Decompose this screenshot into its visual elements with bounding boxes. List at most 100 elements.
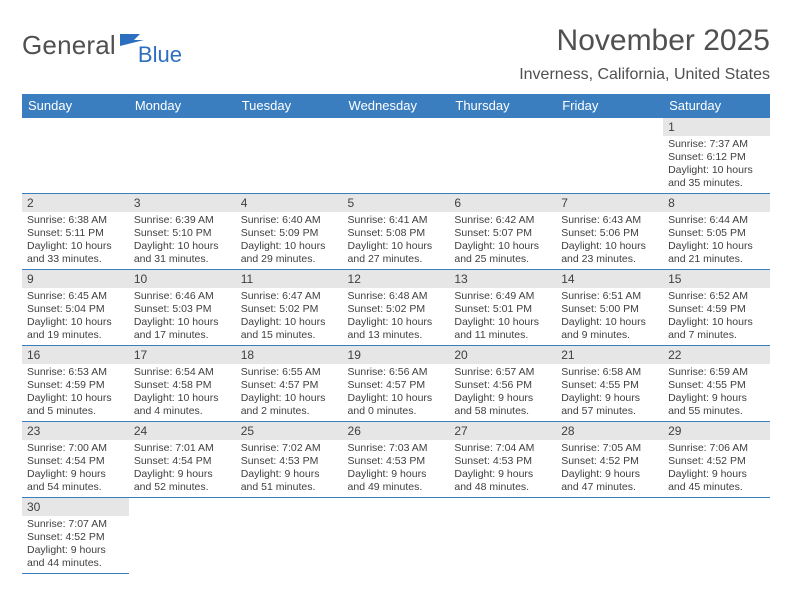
day-number: 30 (22, 498, 129, 516)
day-number: 6 (449, 194, 556, 212)
calendar-cell: 8Sunrise: 6:44 AMSunset: 5:05 PMDaylight… (663, 194, 770, 270)
day-number: 5 (343, 194, 450, 212)
logo: General Blue (22, 30, 184, 61)
calendar-cell (343, 118, 450, 194)
day-number: 17 (129, 346, 236, 364)
day-details: Sunrise: 7:04 AMSunset: 4:53 PMDaylight:… (449, 440, 556, 495)
day-details: Sunrise: 6:51 AMSunset: 5:00 PMDaylight:… (556, 288, 663, 343)
day-number: 26 (343, 422, 450, 440)
calendar-body: 1Sunrise: 7:37 AMSunset: 6:12 PMDaylight… (22, 118, 770, 574)
weekday-header: Monday (129, 94, 236, 118)
calendar-week-row: 16Sunrise: 6:53 AMSunset: 4:59 PMDayligh… (22, 346, 770, 422)
weekday-header: Tuesday (236, 94, 343, 118)
day-number: 12 (343, 270, 450, 288)
calendar-cell: 20Sunrise: 6:57 AMSunset: 4:56 PMDayligh… (449, 346, 556, 422)
logo-text-blue: Blue (138, 42, 182, 68)
calendar-cell (449, 118, 556, 194)
day-details: Sunrise: 7:02 AMSunset: 4:53 PMDaylight:… (236, 440, 343, 495)
calendar-cell: 29Sunrise: 7:06 AMSunset: 4:52 PMDayligh… (663, 422, 770, 498)
day-details: Sunrise: 7:01 AMSunset: 4:54 PMDaylight:… (129, 440, 236, 495)
day-details: Sunrise: 6:47 AMSunset: 5:02 PMDaylight:… (236, 288, 343, 343)
day-number: 14 (556, 270, 663, 288)
calendar-cell: 3Sunrise: 6:39 AMSunset: 5:10 PMDaylight… (129, 194, 236, 270)
calendar-cell (129, 498, 236, 574)
day-details: Sunrise: 6:53 AMSunset: 4:59 PMDaylight:… (22, 364, 129, 419)
calendar-cell (236, 118, 343, 194)
weekday-header: Sunday (22, 94, 129, 118)
day-details: Sunrise: 6:45 AMSunset: 5:04 PMDaylight:… (22, 288, 129, 343)
calendar-cell: 4Sunrise: 6:40 AMSunset: 5:09 PMDaylight… (236, 194, 343, 270)
day-details: Sunrise: 6:38 AMSunset: 5:11 PMDaylight:… (22, 212, 129, 267)
day-details: Sunrise: 7:37 AMSunset: 6:12 PMDaylight:… (663, 136, 770, 191)
day-details: Sunrise: 6:58 AMSunset: 4:55 PMDaylight:… (556, 364, 663, 419)
calendar-cell (22, 118, 129, 194)
day-details: Sunrise: 6:44 AMSunset: 5:05 PMDaylight:… (663, 212, 770, 267)
calendar-cell: 23Sunrise: 7:00 AMSunset: 4:54 PMDayligh… (22, 422, 129, 498)
calendar-week-row: 9Sunrise: 6:45 AMSunset: 5:04 PMDaylight… (22, 270, 770, 346)
calendar-cell (556, 498, 663, 574)
title-block: November 2025 Inverness, California, Uni… (519, 24, 770, 84)
day-number: 2 (22, 194, 129, 212)
day-details: Sunrise: 6:57 AMSunset: 4:56 PMDaylight:… (449, 364, 556, 419)
calendar-cell: 6Sunrise: 6:42 AMSunset: 5:07 PMDaylight… (449, 194, 556, 270)
day-details: Sunrise: 6:59 AMSunset: 4:55 PMDaylight:… (663, 364, 770, 419)
day-number: 25 (236, 422, 343, 440)
day-number: 22 (663, 346, 770, 364)
calendar-cell: 5Sunrise: 6:41 AMSunset: 5:08 PMDaylight… (343, 194, 450, 270)
day-details: Sunrise: 6:49 AMSunset: 5:01 PMDaylight:… (449, 288, 556, 343)
day-number: 4 (236, 194, 343, 212)
day-number: 9 (22, 270, 129, 288)
calendar-cell: 26Sunrise: 7:03 AMSunset: 4:53 PMDayligh… (343, 422, 450, 498)
day-number: 1 (663, 118, 770, 136)
calendar-cell: 24Sunrise: 7:01 AMSunset: 4:54 PMDayligh… (129, 422, 236, 498)
calendar-cell: 12Sunrise: 6:48 AMSunset: 5:02 PMDayligh… (343, 270, 450, 346)
day-details: Sunrise: 7:00 AMSunset: 4:54 PMDaylight:… (22, 440, 129, 495)
day-details: Sunrise: 7:03 AMSunset: 4:53 PMDaylight:… (343, 440, 450, 495)
day-details: Sunrise: 6:55 AMSunset: 4:57 PMDaylight:… (236, 364, 343, 419)
calendar-cell: 10Sunrise: 6:46 AMSunset: 5:03 PMDayligh… (129, 270, 236, 346)
day-number: 29 (663, 422, 770, 440)
calendar-cell: 16Sunrise: 6:53 AMSunset: 4:59 PMDayligh… (22, 346, 129, 422)
day-details: Sunrise: 7:06 AMSunset: 4:52 PMDaylight:… (663, 440, 770, 495)
day-number: 7 (556, 194, 663, 212)
day-details: Sunrise: 6:54 AMSunset: 4:58 PMDaylight:… (129, 364, 236, 419)
day-details: Sunrise: 6:39 AMSunset: 5:10 PMDaylight:… (129, 212, 236, 267)
day-details: Sunrise: 6:40 AMSunset: 5:09 PMDaylight:… (236, 212, 343, 267)
header: General Blue November 2025 Inverness, Ca… (22, 24, 770, 84)
calendar-table: Sunday Monday Tuesday Wednesday Thursday… (22, 94, 770, 574)
calendar-cell: 22Sunrise: 6:59 AMSunset: 4:55 PMDayligh… (663, 346, 770, 422)
day-details: Sunrise: 6:48 AMSunset: 5:02 PMDaylight:… (343, 288, 450, 343)
weekday-header: Saturday (663, 94, 770, 118)
calendar-cell: 13Sunrise: 6:49 AMSunset: 5:01 PMDayligh… (449, 270, 556, 346)
day-details: Sunrise: 6:56 AMSunset: 4:57 PMDaylight:… (343, 364, 450, 419)
day-details: Sunrise: 6:42 AMSunset: 5:07 PMDaylight:… (449, 212, 556, 267)
calendar-cell: 2Sunrise: 6:38 AMSunset: 5:11 PMDaylight… (22, 194, 129, 270)
calendar-cell (236, 498, 343, 574)
day-number: 15 (663, 270, 770, 288)
logo-text-general: General (22, 30, 116, 61)
day-number: 10 (129, 270, 236, 288)
day-number: 21 (556, 346, 663, 364)
day-number: 13 (449, 270, 556, 288)
calendar-cell: 28Sunrise: 7:05 AMSunset: 4:52 PMDayligh… (556, 422, 663, 498)
day-details: Sunrise: 6:41 AMSunset: 5:08 PMDaylight:… (343, 212, 450, 267)
calendar-cell (343, 498, 450, 574)
calendar-cell: 15Sunrise: 6:52 AMSunset: 4:59 PMDayligh… (663, 270, 770, 346)
day-number: 3 (129, 194, 236, 212)
calendar-cell: 25Sunrise: 7:02 AMSunset: 4:53 PMDayligh… (236, 422, 343, 498)
calendar-cell: 18Sunrise: 6:55 AMSunset: 4:57 PMDayligh… (236, 346, 343, 422)
day-details: Sunrise: 6:43 AMSunset: 5:06 PMDaylight:… (556, 212, 663, 267)
month-title: November 2025 (519, 24, 770, 58)
calendar-cell (663, 498, 770, 574)
location: Inverness, California, United States (519, 66, 770, 84)
calendar-week-row: 23Sunrise: 7:00 AMSunset: 4:54 PMDayligh… (22, 422, 770, 498)
calendar-cell (129, 118, 236, 194)
calendar-cell: 14Sunrise: 6:51 AMSunset: 5:00 PMDayligh… (556, 270, 663, 346)
weekday-header: Thursday (449, 94, 556, 118)
calendar-cell: 9Sunrise: 6:45 AMSunset: 5:04 PMDaylight… (22, 270, 129, 346)
weekday-row: Sunday Monday Tuesday Wednesday Thursday… (22, 94, 770, 118)
calendar-week-row: 30Sunrise: 7:07 AMSunset: 4:52 PMDayligh… (22, 498, 770, 574)
calendar-cell: 11Sunrise: 6:47 AMSunset: 5:02 PMDayligh… (236, 270, 343, 346)
day-number: 16 (22, 346, 129, 364)
day-number: 24 (129, 422, 236, 440)
